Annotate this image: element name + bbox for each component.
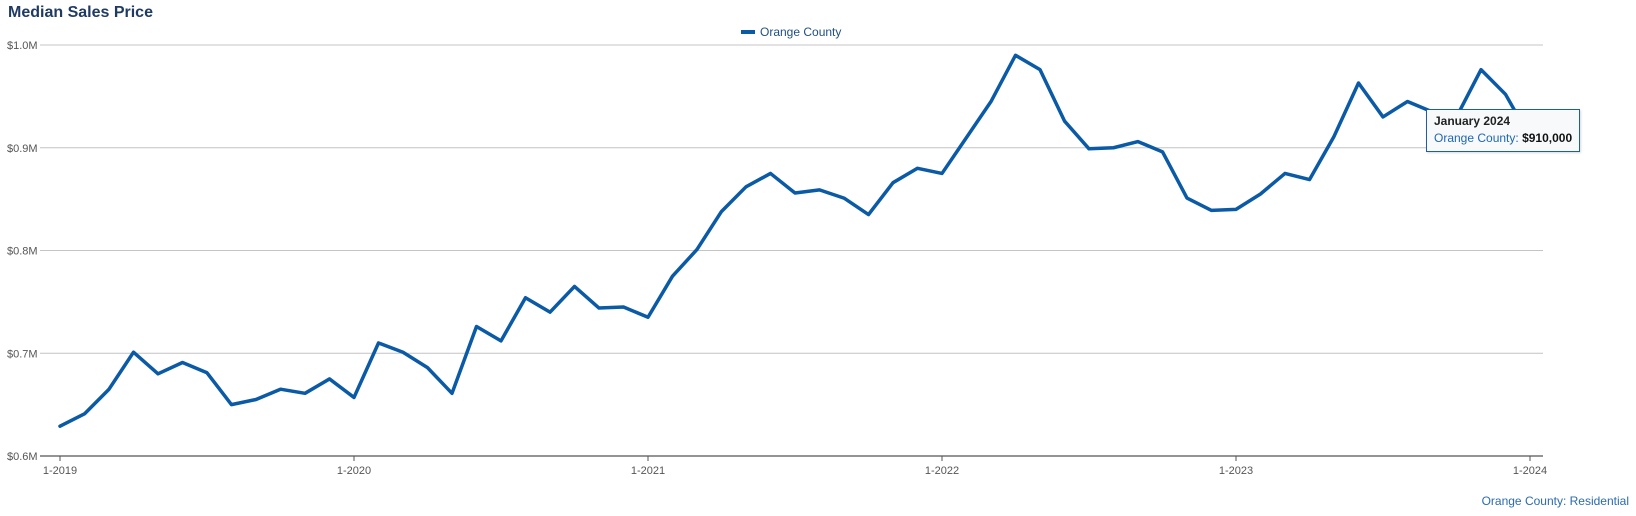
tooltip-value: $910,000: [1522, 131, 1573, 145]
data-source-label[interactable]: Orange County: Residential: [1481, 494, 1629, 508]
series-line-orange-county: [58, 53, 1532, 428]
x-tick-label: 1-2019: [43, 465, 77, 477]
x-tick-label: 1-2024: [1513, 465, 1547, 477]
y-tick-label: $1.0M: [7, 40, 38, 52]
tooltip-series-label: Orange County:: [1434, 131, 1519, 145]
y-tick-label: $0.6M: [7, 451, 38, 463]
x-tick-label: 1-2021: [631, 465, 665, 477]
tooltip-date: January 2024: [1434, 114, 1511, 128]
y-tick-label: $0.7M: [7, 348, 38, 360]
hover-tooltip: January 2024 Orange County: $910,000: [1426, 109, 1581, 152]
x-tick-label: 1-2020: [337, 465, 371, 477]
y-tick-label: $0.8M: [7, 246, 38, 258]
y-tick-label: $0.9M: [7, 143, 38, 155]
x-tick-label: 1-2023: [1219, 465, 1253, 477]
x-tick-label: 1-2022: [925, 465, 959, 477]
chart-title: Median Sales Price: [8, 4, 153, 21]
legend[interactable]: Orange County: [741, 25, 841, 39]
legend-label: Orange County: [760, 25, 841, 39]
